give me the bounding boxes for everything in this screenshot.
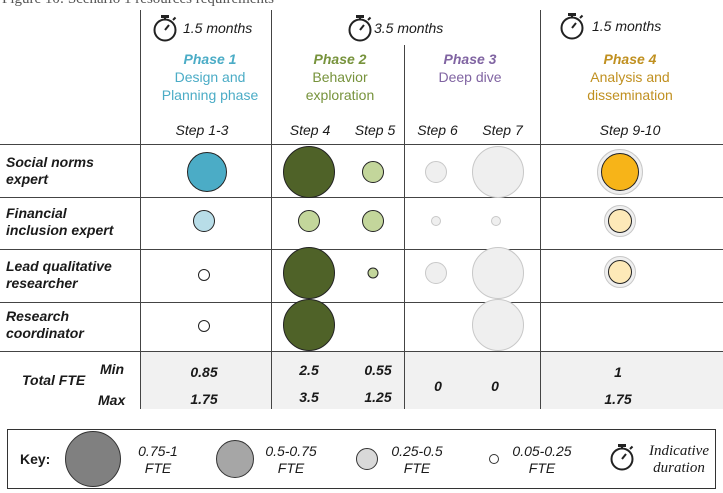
bubble-coordinator-step7: [472, 299, 524, 351]
bubble-lead-step4: [283, 247, 335, 299]
legend-label: Key:: [20, 451, 51, 467]
role-financial-inclusion-expert: Financial inclusion expert: [6, 205, 114, 238]
phase3-desc-line1: Deep dive: [438, 69, 502, 85]
bubble-lead-step7: [472, 247, 524, 299]
grid-line: [404, 45, 405, 409]
grid-line: [140, 10, 141, 409]
bubble-social-norms-step5: [362, 161, 384, 183]
bubble-social-norms-phase4: [601, 153, 639, 191]
total-row-background: [140, 351, 723, 409]
total-max-phase4: 1.75: [604, 391, 632, 407]
phase2-3-duration: 3.5 months: [374, 20, 444, 36]
stopwatch-icon: [610, 444, 634, 471]
phase1-desc-line2: Planning phase: [161, 87, 259, 103]
bubble-coordinator-step4: [283, 299, 335, 351]
bubble-financial-phase4: [608, 209, 632, 233]
total-max-step4: 3.5: [299, 389, 319, 405]
total-min-phase4: 1: [614, 364, 622, 380]
legend-bubble-large: [65, 431, 121, 487]
phase1-desc-line1: Design and: [174, 69, 246, 85]
legend-bubble-small: [356, 448, 378, 470]
total-fte-label: Total FTE: [22, 372, 86, 388]
phase4-desc-line2: dissemination: [587, 87, 673, 103]
phase2-desc-line2: exploration: [305, 87, 375, 103]
phase4-header: Phase 4 Analysis and dissemination: [545, 50, 715, 104]
bubble-financial-phase1: [193, 210, 215, 232]
legend-bubble-tiny: [489, 454, 499, 464]
bubble-social-norms-step4: [283, 146, 335, 198]
bubble-social-norms-step6: [425, 161, 447, 183]
grid-line: [271, 10, 272, 409]
total-min-step5: 0.55: [364, 362, 392, 378]
legend-bubble-medium: [216, 440, 254, 478]
grid-line: [0, 249, 723, 250]
bubble-social-norms-phase1: [187, 152, 227, 192]
legend-item-label: 0.5-0.75 FTE: [265, 443, 317, 476]
min-label: Min: [100, 361, 125, 377]
bubble-lead-phase1: [198, 269, 210, 281]
bubble-lead-step5: [367, 267, 379, 279]
bubble-financial-step5: [362, 210, 384, 232]
step-label: Step 4: [289, 122, 331, 138]
stopwatch-icon: [153, 15, 177, 42]
phase3-title: Phase 3: [443, 51, 497, 67]
phase4-duration: 1.5 months: [592, 18, 662, 34]
bubble-social-norms-step7: [472, 146, 524, 198]
total-max-phase1: 1.75: [190, 391, 218, 407]
grid-line: [0, 351, 723, 352]
total-step7: 0: [491, 378, 499, 394]
bubble-lead-step6: [425, 262, 447, 284]
legend-item-label: 0.05-0.25 FTE: [512, 443, 572, 476]
phase2-title: Phase 2: [313, 51, 367, 67]
bubble-financial-step6: [431, 216, 441, 226]
max-label: Max: [98, 392, 126, 408]
grid-line: [540, 10, 541, 409]
bubble-financial-step4: [298, 210, 320, 232]
stopwatch-icon: [560, 13, 584, 40]
bubble-lead-phase4: [608, 260, 632, 284]
step-label: Step 6: [417, 122, 458, 138]
grid-line: [0, 197, 723, 198]
bubble-financial-step7: [491, 216, 501, 226]
grid-line: [0, 302, 723, 303]
step-label: Step 5: [354, 122, 396, 138]
step-label: Step 7: [482, 122, 523, 138]
bubble-coordinator-phase1: [198, 320, 210, 332]
phase4-title: Phase 4: [603, 51, 657, 67]
total-min-step4: 2.5: [299, 362, 319, 378]
grid-line: [0, 144, 723, 145]
phase1-title: Phase 1: [183, 51, 237, 67]
step-label: Step 1-3: [175, 122, 229, 138]
legend-duration-label: Indicative duration: [649, 443, 709, 476]
total-min-phase1: 0.85: [190, 364, 218, 380]
phase2-desc-line1: Behavior: [312, 69, 368, 85]
role-research-coordinator: Research coordinator: [6, 308, 84, 341]
step-label: Step 9-10: [599, 122, 661, 138]
phase4-desc-line1: Analysis and: [590, 69, 670, 85]
total-step6: 0: [434, 378, 442, 394]
phase1-header: Phase 1 Design and Planning phase: [145, 50, 275, 104]
role-lead-qualitative-researcher: Lead qualitative researcher: [6, 258, 112, 291]
figure-title: Figure 10: Scenario 1 resources requirem…: [2, 0, 274, 8]
legend-box: [7, 429, 716, 489]
legend-item-label: 0.25-0.5 FTE: [391, 443, 443, 476]
role-social-norms-expert: Social norms expert: [6, 154, 94, 187]
phase1-duration: 1.5 months: [183, 20, 253, 36]
legend-item-label: 0.75-1 FTE: [138, 443, 178, 476]
total-max-step5: 1.25: [364, 389, 392, 405]
stopwatch-icon: [348, 15, 372, 42]
phase3-header: Phase 3 Deep dive: [405, 50, 535, 86]
phase2-header: Phase 2 Behavior exploration: [275, 50, 405, 104]
